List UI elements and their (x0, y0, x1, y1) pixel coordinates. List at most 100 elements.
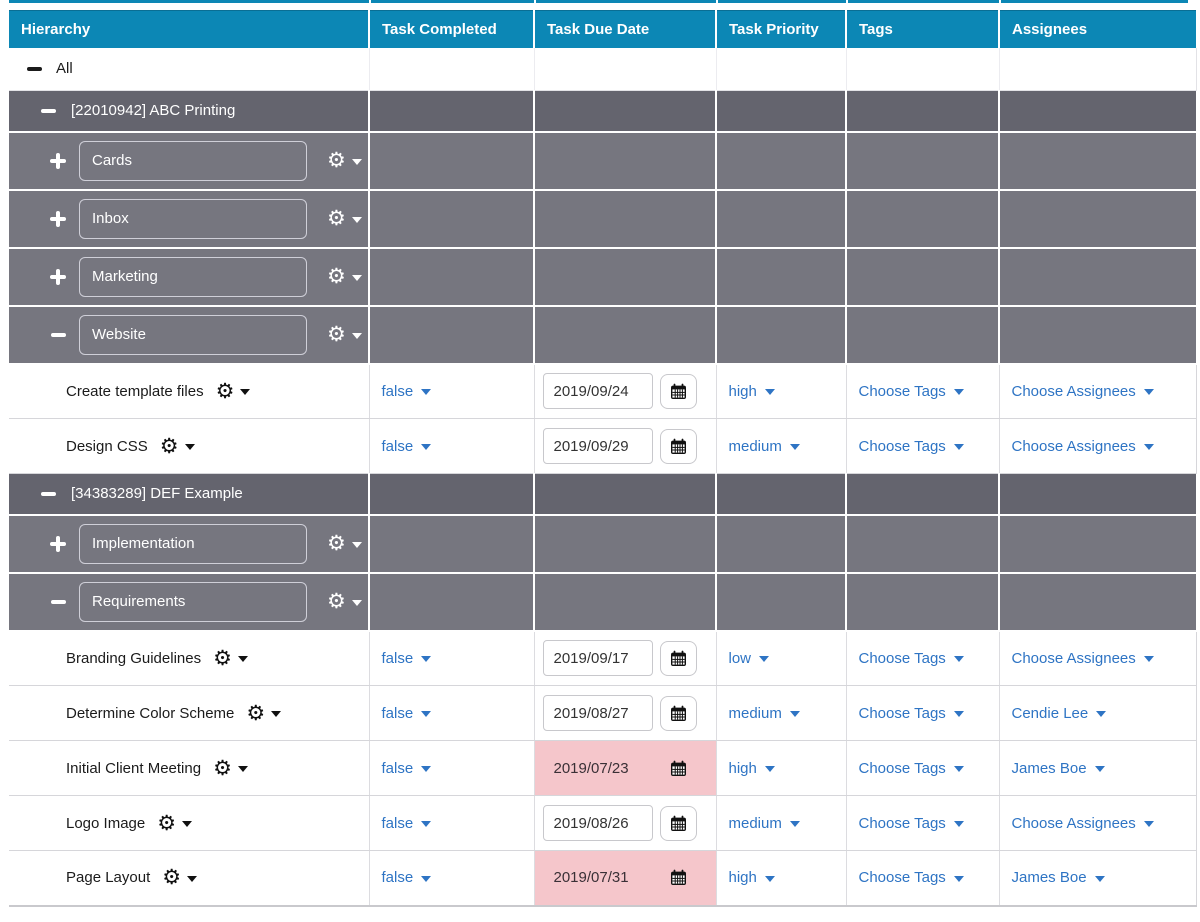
empty-cell (369, 305, 535, 365)
priority-dropdown[interactable]: medium (729, 705, 800, 722)
empty-cell (534, 47, 717, 91)
due-date-input[interactable] (542, 805, 653, 841)
collapse-all-toggle[interactable] (25, 60, 43, 78)
due-date-input[interactable] (542, 859, 653, 896)
expand-group-toggle[interactable] (49, 210, 67, 228)
task-actions-menu[interactable]: ⚙ (157, 813, 193, 834)
empty-cell (534, 90, 717, 133)
empty-cell (534, 572, 717, 632)
tags-dropdown[interactable]: Choose Tags (859, 760, 964, 777)
completed-dropdown[interactable]: false (382, 650, 432, 667)
completed-dropdown[interactable]: false (382, 869, 432, 886)
caret-down-icon (351, 274, 362, 281)
group-name-input[interactable] (79, 314, 307, 355)
empty-cell (369, 514, 535, 574)
assignees-dropdown[interactable]: Choose Assignees (1012, 815, 1154, 832)
task-label: Logo Image (66, 814, 146, 832)
caret-down-icon (1143, 444, 1154, 450)
caret-down-icon (764, 766, 775, 772)
task-row: Create template files ⚙ false high Choos… (9, 363, 1197, 419)
caret-down-icon (1094, 766, 1105, 772)
calendar-button[interactable] (659, 428, 697, 464)
priority-dropdown[interactable]: low (729, 650, 770, 667)
empty-cell (999, 47, 1197, 91)
tags-dropdown[interactable]: Choose Tags (859, 815, 964, 832)
priority-dropdown[interactable]: high (729, 760, 775, 777)
calendar-button[interactable] (659, 373, 697, 409)
task-actions-menu[interactable]: ⚙ (162, 867, 198, 888)
empty-cell (534, 305, 717, 365)
assignees-dropdown[interactable]: Cendie Lee (1012, 705, 1107, 722)
caret-down-icon (1143, 389, 1154, 396)
due-date-input[interactable] (542, 750, 653, 786)
group-actions-menu[interactable]: ⚙ (327, 266, 362, 287)
group-name-input[interactable] (79, 256, 307, 297)
due-date-input[interactable] (542, 373, 653, 410)
calendar-button[interactable] (659, 805, 697, 841)
priority-dropdown[interactable]: high (729, 383, 775, 400)
priority-dropdown[interactable]: high (729, 869, 775, 886)
tags-dropdown[interactable]: Choose Tags (859, 438, 964, 455)
collapse-group-toggle[interactable] (49, 593, 67, 611)
collapse-project-toggle[interactable] (39, 102, 57, 120)
calendar-button[interactable] (660, 860, 697, 895)
completed-dropdown[interactable]: false (382, 383, 432, 400)
group-name-input[interactable] (79, 523, 307, 564)
tags-dropdown[interactable]: Choose Tags (859, 705, 964, 722)
due-date-input[interactable] (542, 640, 653, 677)
expand-group-toggle[interactable] (49, 535, 67, 553)
task-actions-menu[interactable]: ⚙ (213, 758, 248, 779)
gear-icon: ⚙ (159, 434, 179, 458)
assignees-dropdown[interactable]: James Boe (1012, 869, 1105, 886)
assignees-dropdown[interactable]: Choose Assignees (1012, 650, 1154, 667)
caret-down-icon (351, 216, 362, 223)
group-actions-menu[interactable]: ⚙ (327, 208, 362, 229)
task-actions-menu[interactable]: ⚙ (216, 381, 251, 402)
priority-dropdown[interactable]: medium (729, 815, 800, 832)
expand-group-toggle[interactable] (49, 152, 67, 170)
task-label: Determine Color Scheme (66, 704, 235, 722)
group-actions-menu[interactable]: ⚙ (327, 533, 362, 554)
group-actions-menu[interactable]: ⚙ (327, 150, 362, 171)
calendar-button[interactable] (659, 640, 697, 676)
due-date-input[interactable] (542, 695, 653, 731)
overdue-due-date-cell (534, 740, 717, 796)
completed-dropdown[interactable]: false (382, 438, 432, 455)
project-row: [22010942] ABC Printing (9, 90, 1196, 133)
gear-icon: ⚙ (327, 323, 346, 346)
tags-dropdown[interactable]: Choose Tags (859, 869, 964, 886)
tags-dropdown[interactable]: Choose Tags (859, 650, 964, 667)
completed-dropdown[interactable]: false (382, 760, 432, 777)
assignees-dropdown[interactable]: Choose Assignees (1012, 383, 1154, 400)
accent-segment (536, 0, 716, 3)
task-actions-menu[interactable]: ⚙ (160, 436, 195, 457)
expand-group-toggle[interactable] (49, 268, 67, 286)
assignees-dropdown[interactable]: Choose Assignees (1012, 438, 1154, 455)
group-actions-menu[interactable]: ⚙ (327, 591, 362, 612)
collapse-project-toggle[interactable] (39, 485, 57, 503)
group-actions-menu[interactable]: ⚙ (327, 324, 362, 345)
completed-dropdown[interactable]: false (382, 815, 432, 832)
empty-cell (369, 189, 535, 249)
collapse-group-toggle[interactable] (49, 326, 67, 344)
plus-icon (50, 535, 66, 552)
caret-down-icon (187, 875, 198, 882)
priority-dropdown[interactable]: medium (729, 438, 800, 455)
empty-cell (369, 473, 535, 516)
caret-down-icon (953, 711, 964, 717)
column-header-task-due-date: Task Due Date (534, 10, 717, 48)
task-actions-menu[interactable]: ⚙ (246, 703, 282, 724)
calendar-button[interactable] (660, 751, 697, 786)
task-row: Design CSS ⚙ false medium Choose Tags Ch… (9, 418, 1197, 474)
assignees-dropdown[interactable]: James Boe (1012, 760, 1105, 777)
group-name-input[interactable] (79, 581, 307, 622)
empty-cell (999, 514, 1196, 574)
group-name-input[interactable] (79, 140, 307, 181)
group-name-input[interactable] (79, 198, 307, 239)
task-actions-menu[interactable]: ⚙ (213, 648, 248, 669)
completed-dropdown[interactable]: false (382, 705, 432, 722)
due-date-input[interactable] (542, 428, 653, 464)
calendar-button[interactable] (659, 695, 697, 731)
tags-dropdown[interactable]: Choose Tags (859, 383, 964, 400)
caret-down-icon (271, 711, 282, 717)
